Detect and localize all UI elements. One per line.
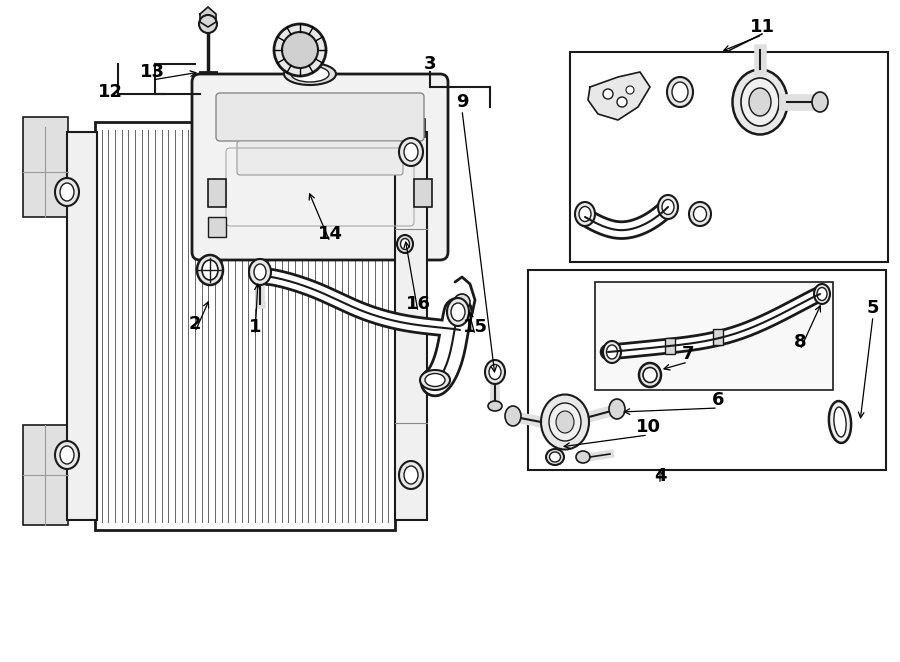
Text: 1: 1 <box>248 318 261 336</box>
Bar <box>713 329 723 345</box>
Bar <box>395 132 427 520</box>
Bar <box>208 179 226 207</box>
Text: 11: 11 <box>750 18 775 36</box>
Ellipse shape <box>447 298 469 326</box>
Ellipse shape <box>488 401 502 411</box>
Circle shape <box>454 294 470 310</box>
Text: 13: 13 <box>140 63 165 81</box>
Ellipse shape <box>60 446 74 464</box>
Ellipse shape <box>609 399 625 419</box>
Ellipse shape <box>741 78 779 126</box>
Ellipse shape <box>834 407 846 437</box>
FancyBboxPatch shape <box>237 141 403 175</box>
Bar <box>95 122 395 530</box>
Ellipse shape <box>399 461 423 489</box>
Ellipse shape <box>284 63 336 85</box>
Ellipse shape <box>249 259 271 285</box>
Ellipse shape <box>689 202 711 226</box>
Ellipse shape <box>202 260 218 280</box>
Ellipse shape <box>400 238 410 250</box>
Text: 10: 10 <box>635 418 661 436</box>
Ellipse shape <box>60 183 74 201</box>
FancyBboxPatch shape <box>192 74 448 260</box>
Ellipse shape <box>254 264 266 280</box>
Ellipse shape <box>662 199 674 214</box>
Text: 14: 14 <box>318 225 343 243</box>
Ellipse shape <box>829 401 851 443</box>
Circle shape <box>282 32 318 68</box>
Ellipse shape <box>505 406 521 426</box>
Ellipse shape <box>576 451 590 463</box>
Ellipse shape <box>541 395 589 449</box>
Ellipse shape <box>549 403 581 441</box>
Ellipse shape <box>55 178 79 206</box>
Ellipse shape <box>812 92 828 112</box>
Ellipse shape <box>579 207 591 222</box>
Ellipse shape <box>397 235 413 253</box>
Ellipse shape <box>485 360 505 384</box>
Circle shape <box>603 89 613 99</box>
Bar <box>23 425 68 525</box>
Bar <box>23 117 68 217</box>
Bar <box>67 132 97 520</box>
Text: 8: 8 <box>794 333 806 351</box>
Text: 12: 12 <box>97 83 122 101</box>
Bar <box>570 52 888 262</box>
Ellipse shape <box>607 345 617 359</box>
Text: 9: 9 <box>455 93 468 111</box>
Circle shape <box>617 97 627 107</box>
Ellipse shape <box>733 70 788 134</box>
Ellipse shape <box>667 77 693 107</box>
Bar <box>528 270 886 470</box>
Ellipse shape <box>814 284 830 304</box>
Ellipse shape <box>550 452 561 462</box>
Ellipse shape <box>817 287 827 301</box>
Text: 4: 4 <box>653 467 666 485</box>
Circle shape <box>626 86 634 94</box>
Text: 5: 5 <box>867 299 879 317</box>
Ellipse shape <box>420 370 450 390</box>
Ellipse shape <box>489 365 501 379</box>
Ellipse shape <box>55 441 79 469</box>
Ellipse shape <box>749 88 771 116</box>
Ellipse shape <box>603 341 621 363</box>
Text: 15: 15 <box>463 318 488 336</box>
Ellipse shape <box>694 207 706 222</box>
Ellipse shape <box>575 202 595 226</box>
Ellipse shape <box>556 411 574 433</box>
Ellipse shape <box>658 195 678 219</box>
Ellipse shape <box>291 66 329 82</box>
Text: 2: 2 <box>189 315 202 333</box>
Ellipse shape <box>197 255 223 285</box>
Bar <box>595 282 833 390</box>
Text: 6: 6 <box>712 391 724 409</box>
Ellipse shape <box>451 303 465 321</box>
Ellipse shape <box>404 466 418 484</box>
Ellipse shape <box>546 449 564 465</box>
Circle shape <box>199 15 217 33</box>
Text: 3: 3 <box>424 55 436 73</box>
Bar <box>665 338 675 354</box>
Polygon shape <box>588 72 650 120</box>
Text: 16: 16 <box>406 295 430 313</box>
Bar <box>397 119 425 137</box>
Bar <box>414 179 432 207</box>
Ellipse shape <box>672 82 688 102</box>
Text: 7: 7 <box>682 345 694 363</box>
Ellipse shape <box>643 367 657 383</box>
Ellipse shape <box>399 138 423 166</box>
Ellipse shape <box>425 373 445 387</box>
FancyBboxPatch shape <box>216 93 424 141</box>
Ellipse shape <box>404 143 418 161</box>
Polygon shape <box>200 7 216 27</box>
Ellipse shape <box>639 363 661 387</box>
Bar <box>208 217 226 237</box>
Circle shape <box>274 24 326 76</box>
